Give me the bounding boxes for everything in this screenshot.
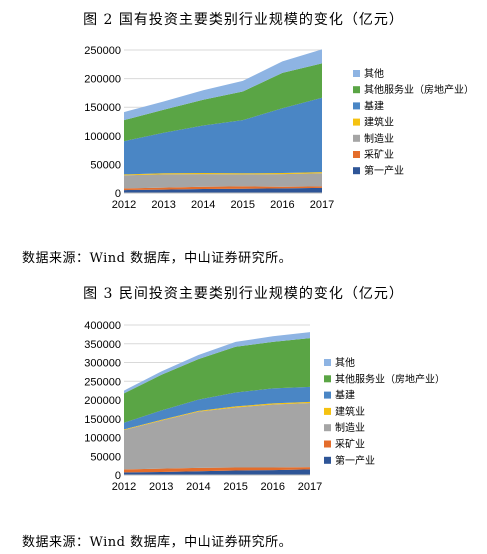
y-tick-label: 150000: [84, 414, 121, 426]
legend-label: 建筑业: [335, 405, 365, 418]
legend-label: 采矿业: [364, 148, 394, 161]
area-series-2: [124, 173, 322, 189]
chart-1: 0 50000 100000 150000 200000 250000 2012 2013 20…: [84, 45, 474, 211]
x-tick-label: 2015: [231, 199, 255, 211]
x-tick-label: 2012: [112, 481, 136, 493]
area-series-4: [124, 97, 322, 175]
x-tick-label: 2017: [310, 199, 334, 211]
legend-swatch: [324, 375, 331, 383]
legend-swatch: [353, 167, 360, 175]
area-series-0: [124, 469, 310, 475]
legend-swatch: [324, 359, 331, 366]
legend-swatch: [353, 70, 360, 77]
y-tick-label: 0: [115, 188, 121, 200]
y-tick-label: 0: [115, 470, 121, 482]
area-series-6: [124, 332, 310, 394]
area-series-3: [124, 172, 322, 176]
legend-label: 制造业: [364, 132, 394, 145]
legend-swatch: [353, 151, 360, 158]
x-tick-label: 2012: [112, 199, 136, 211]
y-tick-label: 150000: [84, 102, 121, 114]
y-tick-label: 200000: [84, 74, 121, 86]
legend-swatch: [324, 391, 331, 399]
y-tick-label: 350000: [84, 339, 121, 351]
area-series-4: [124, 386, 310, 430]
legend-label: 其他服务业（房地产业）: [364, 83, 474, 96]
chart-1-title: 图 2 国有投资主要类别行业规模的变化（亿元）: [83, 12, 404, 28]
legend-swatch: [353, 118, 360, 126]
y-tick-label: 400000: [84, 320, 121, 332]
legend-label: 第一产业: [364, 164, 404, 177]
legend-label: 其他服务业（房地产业）: [335, 372, 445, 385]
chart-2: 0 50000 100000 150000 200000 250000 300000 3500…: [84, 320, 445, 493]
y-tick-label: 250000: [84, 45, 121, 57]
area-series-6: [124, 49, 322, 121]
legend-label: 其他: [335, 356, 355, 369]
area-series-0: [124, 187, 322, 193]
legend-label: 基建: [364, 99, 384, 112]
legend-label: 第一产业: [335, 454, 375, 467]
legend-label: 基建: [335, 389, 355, 402]
chart-1-source: 数据来源：Wind 数据库，中山证券研究所。: [22, 251, 293, 266]
x-tick-label: 2016: [261, 481, 285, 493]
x-tick-label: 2016: [270, 199, 294, 211]
area-series-2: [124, 403, 310, 470]
legend-label: 其他: [364, 67, 384, 80]
x-tick-label: 2013: [151, 199, 175, 211]
legend-label: 建筑业: [364, 116, 394, 129]
y-tick-label: 200000: [84, 395, 121, 407]
x-tick-label: 2017: [298, 481, 322, 493]
y-tick-label: 100000: [84, 131, 121, 143]
y-tick-label: 50000: [90, 451, 121, 463]
y-tick-label: 300000: [84, 358, 121, 370]
x-tick-label: 2015: [223, 481, 247, 493]
area-series-5: [124, 63, 322, 142]
legend-swatch: [324, 440, 331, 448]
legend-swatch: [353, 86, 360, 94]
legend-swatch: [324, 407, 331, 415]
legend-swatch: [353, 134, 360, 142]
area-series-1: [124, 186, 322, 191]
y-tick-label: 100000: [84, 433, 121, 445]
y-tick-label: 250000: [84, 376, 121, 388]
chart-2-title: 图 3 民间投资主要类别行业规模的变化（亿元）: [83, 286, 404, 302]
y-tick-label: 50000: [90, 159, 121, 171]
x-tick-label: 2014: [186, 481, 210, 493]
legend-label: 制造业: [335, 421, 365, 434]
area-series-5: [124, 338, 310, 423]
legend-swatch: [324, 456, 331, 464]
x-tick-label: 2013: [149, 481, 173, 493]
legend-label: 采矿业: [335, 438, 365, 451]
legend-swatch: [324, 424, 331, 432]
chart-2-source: 数据来源：Wind 数据库，中山证券研究所。: [22, 535, 293, 550]
x-tick-label: 2014: [191, 199, 215, 211]
legend-swatch: [353, 102, 360, 110]
